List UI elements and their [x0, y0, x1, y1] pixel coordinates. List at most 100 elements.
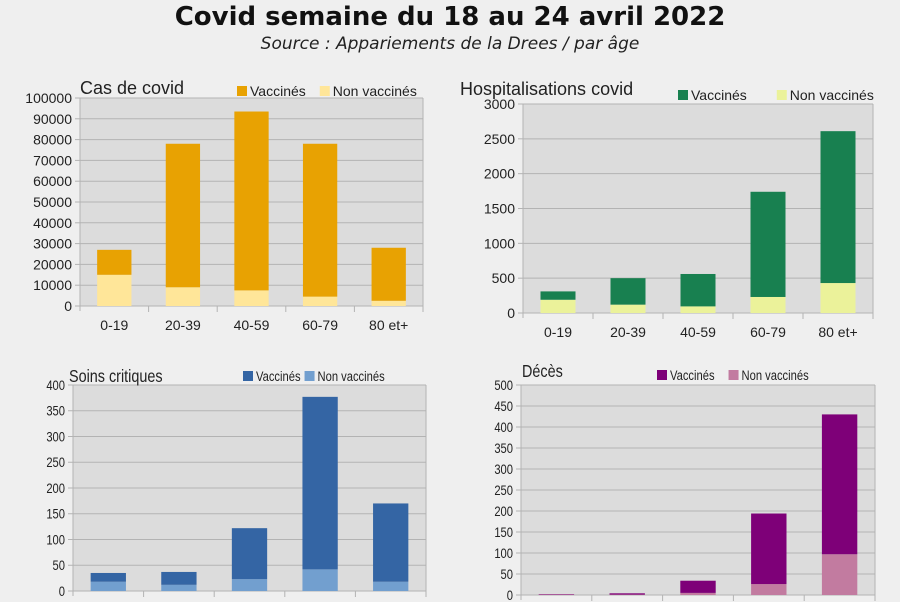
bar-non-vaccin-s-60-79: [302, 569, 338, 591]
bar-non-vaccin-s-40-59: [680, 592, 716, 595]
bar-non-vaccin-s-60-79: [750, 296, 786, 313]
bar-non-vaccin-s-80-et-: [821, 554, 858, 595]
bar-non-vaccin-s-20-39: [610, 304, 646, 313]
bar-non-vaccin-s-40-59: [680, 306, 716, 313]
y-tick-label: 3000: [484, 96, 515, 112]
legend-label: Vaccinés: [691, 87, 747, 103]
bar-vaccin-s-40-59: [680, 580, 716, 593]
legend-swatch: [243, 371, 253, 381]
y-tick-label: 0: [59, 584, 65, 599]
bar-vaccin-s-80-et-: [373, 503, 409, 582]
legend-label: Non vaccinés: [333, 83, 417, 99]
x-tick-label: 0-19: [100, 317, 128, 333]
legend-swatch: [776, 90, 787, 100]
bar-vaccin-s-40-59: [231, 528, 268, 580]
main-title: Covid semaine du 18 au 24 avril 2022: [174, 2, 726, 32]
y-tick-label: 500: [492, 270, 516, 286]
bar-vaccin-s-20-39: [610, 278, 646, 305]
bar-vaccin-s-0-19: [90, 572, 126, 582]
chart-1: 0 500 1000 1500 2000 2500 3000 0-19 20-39 40-59 60…: [460, 79, 874, 340]
bar-non-vaccin-s-60-79: [302, 296, 338, 306]
x-tick-label: 60-79: [750, 324, 786, 340]
legend-label: Non vaccinés: [318, 369, 385, 384]
y-tick-label: 1500: [484, 201, 515, 217]
bar-vaccin-s-60-79: [750, 191, 786, 297]
bar-vaccin-s-20-39: [165, 143, 201, 288]
x-tick-label: 80 et+: [369, 317, 408, 333]
y-tick-label: 450: [494, 399, 513, 414]
legend-label: Vaccinés: [250, 83, 306, 99]
y-tick-label: 80000: [33, 132, 72, 148]
bar-non-vaccin-s-40-59: [231, 579, 268, 591]
chart-3: 0 50 100 150 200 250 300 350 400 450 500 Décès Vacci…: [494, 362, 876, 602]
y-tick-label: 1000: [484, 235, 515, 251]
bar-vaccin-s-20-39: [609, 593, 645, 595]
y-tick-label: 0: [507, 305, 515, 321]
y-tick-label: 150: [494, 525, 513, 540]
bar-vaccin-s-60-79: [751, 513, 787, 585]
bar-vaccin-s-40-59: [234, 111, 269, 291]
y-tick-label: 90000: [33, 111, 72, 127]
y-tick-label: 500: [494, 378, 513, 393]
legend-label: Vaccinés: [256, 369, 301, 384]
y-tick-label: 250: [494, 483, 513, 498]
legend-swatch: [237, 86, 247, 96]
y-tick-label: 400: [494, 420, 513, 435]
y-tick-label: 300: [46, 429, 65, 444]
chart-title: Hospitalisations covid: [460, 79, 633, 99]
bar-vaccin-s-60-79: [302, 143, 338, 297]
y-tick-label: 350: [494, 441, 513, 456]
legend-label: Non vaccinés: [742, 368, 809, 383]
bar-vaccin-s-60-79: [302, 396, 338, 570]
y-tick-label: 250: [46, 455, 65, 470]
y-tick-label: 150: [46, 507, 65, 522]
chart-0: 0 10000 20000 30000 40000 50000 60000 70000 8000…: [25, 78, 424, 333]
y-tick-label: 30000: [33, 236, 72, 252]
x-tick-label: 20-39: [610, 324, 646, 340]
y-tick-label: 300: [494, 462, 513, 477]
legend-swatch: [728, 370, 739, 380]
y-tick-label: 70000: [33, 152, 72, 168]
x-tick-label: 60-79: [302, 317, 338, 333]
bar-vaccin-s-0-19: [540, 291, 576, 300]
bar-non-vaccin-s-80-et-: [373, 581, 409, 591]
bar-non-vaccin-s-0-19: [540, 299, 576, 313]
chart-title: Cas de covid: [80, 78, 184, 98]
y-tick-label: 20000: [33, 256, 72, 272]
bar-non-vaccin-s-0-19: [97, 274, 132, 306]
chart-title: Soins critiques: [69, 367, 163, 387]
bar-vaccin-s-0-19: [97, 249, 132, 275]
legend-swatch: [304, 371, 315, 381]
bar-non-vaccin-s-80-et-: [820, 283, 856, 313]
y-tick-label: 100: [494, 546, 513, 561]
chart-2: 0 50 100 150 200 250 300 350 400 Soins critiques V…: [46, 367, 427, 599]
bar-non-vaccin-s-20-39: [165, 287, 201, 306]
bar-non-vaccin-s-20-39: [161, 584, 197, 591]
y-tick-label: 400: [46, 378, 65, 393]
y-tick-label: 100: [46, 532, 65, 547]
legend-label: Non vaccinés: [790, 87, 874, 103]
bar-vaccin-s-40-59: [680, 273, 716, 307]
y-tick-label: 60000: [33, 173, 72, 189]
x-tick-label: 40-59: [234, 317, 270, 333]
y-tick-label: 0: [507, 588, 513, 602]
y-tick-label: 40000: [33, 215, 72, 231]
x-tick-label: 80 et+: [818, 324, 857, 340]
y-tick-label: 10000: [33, 277, 72, 293]
x-tick-label: 40-59: [680, 324, 716, 340]
bar-vaccin-s-80-et-: [821, 414, 858, 555]
bar-vaccin-s-20-39: [161, 571, 197, 585]
y-tick-label: 0: [64, 298, 72, 314]
y-tick-label: 2500: [484, 131, 515, 147]
legend-swatch: [678, 90, 688, 100]
bar-non-vaccin-s-60-79: [751, 584, 787, 595]
y-tick-label: 50: [501, 567, 513, 582]
legend-swatch: [657, 370, 667, 380]
bar-vaccin-s-80-et-: [820, 131, 856, 284]
y-tick-label: 200: [46, 481, 65, 496]
x-tick-label: 20-39: [165, 317, 201, 333]
bar-non-vaccin-s-0-19: [90, 581, 126, 591]
bar-non-vaccin-s-80-et-: [371, 300, 406, 306]
y-tick-label: 2000: [484, 166, 515, 182]
